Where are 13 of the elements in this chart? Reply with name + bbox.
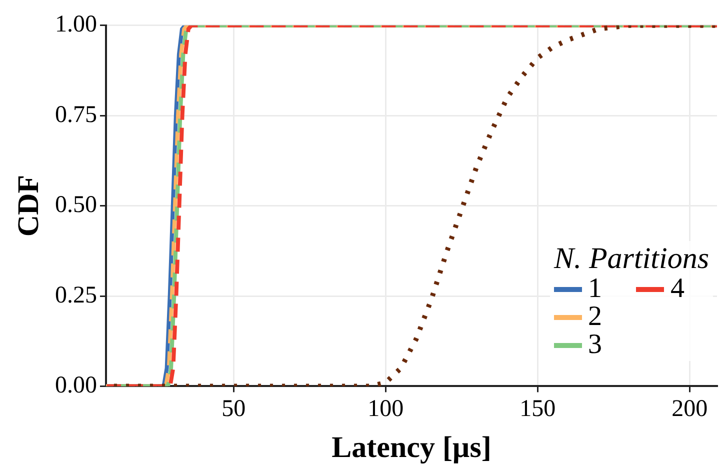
y-tick-label: 0.50	[55, 192, 97, 218]
x-tick-label: 50	[222, 396, 246, 422]
y-tick-label: 0.00	[55, 372, 97, 398]
x-tick-label: 100	[368, 396, 404, 422]
legend-label: 4	[670, 273, 684, 305]
y-tick-label: 1.00	[55, 12, 97, 38]
y-tick-label: 0.75	[55, 102, 97, 128]
x-axis-title: Latency [µs]	[332, 430, 492, 464]
x-tick-label: 150	[520, 396, 556, 422]
y-tick-label: 0.25	[55, 282, 97, 308]
y-axis-title: CDF	[12, 174, 45, 237]
legend-title: N. Partitions	[554, 242, 709, 275]
x-tick-label: 200	[672, 396, 708, 422]
